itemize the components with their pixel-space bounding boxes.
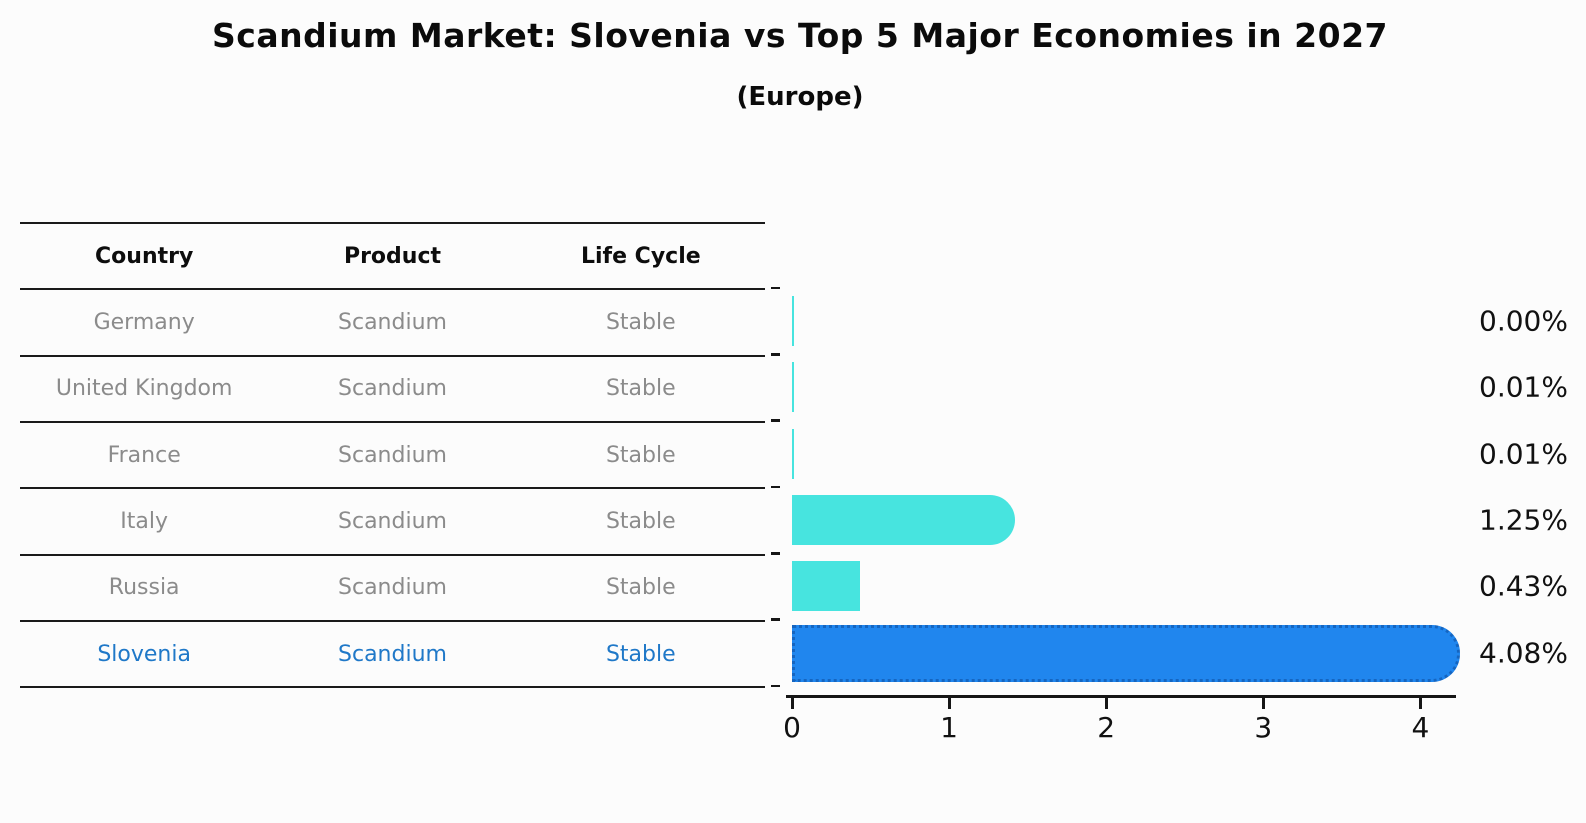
y-axis-tick (771, 286, 780, 290)
bar-germany (792, 296, 794, 346)
chart-row-slovenia: 4.08% (792, 620, 1568, 686)
cell-product: Scandium (338, 575, 447, 601)
cell-country: Germany (93, 309, 195, 335)
x-axis-tick-label: 4 (1411, 711, 1430, 744)
x-axis-line (786, 695, 1456, 698)
y-axis-tick (771, 618, 780, 621)
bar-france (792, 428, 794, 479)
cell-country: France (107, 442, 181, 468)
bar-united-kingdom (792, 362, 794, 413)
header-life-cycle: Life Cycle (580, 243, 701, 269)
table-row-russia: Russia Scandium Stable (20, 556, 765, 622)
cell-life-cycle: Stable (605, 508, 676, 534)
table-header-row: Country Product Life Cycle (20, 224, 765, 291)
cell-country: Slovenia (97, 641, 191, 667)
header-country: Country (95, 243, 194, 269)
x-axis-tick-label: 0 (783, 711, 801, 744)
y-axis-tick (771, 485, 780, 489)
y-axis-tick (771, 419, 780, 422)
bar-slovenia-highlighted (792, 624, 1460, 682)
y-axis-tick (771, 684, 780, 688)
chart-row-italy: 1.25% (792, 487, 1568, 553)
cell-life-cycle: Stable (605, 376, 676, 402)
x-axis-tick (1419, 698, 1422, 709)
value-label-france: 0.01% (1479, 437, 1568, 471)
cell-product: Scandium (338, 376, 447, 402)
bar-italy (792, 494, 1016, 545)
cell-life-cycle: Stable (605, 641, 676, 667)
country-table: Country Product Life Cycle Germany Scand… (20, 222, 765, 689)
x-axis-tick-label: 1 (940, 711, 959, 744)
cell-product: Scandium (338, 442, 447, 468)
table-row-france: France Scandium Stable (20, 423, 765, 490)
cell-product: Scandium (338, 508, 447, 534)
bar-russia (792, 561, 860, 612)
value-label-russia: 0.43% (1479, 569, 1568, 603)
y-axis-tick (771, 353, 780, 356)
cell-country: United Kingdom (55, 376, 233, 402)
cell-life-cycle: Stable (605, 309, 676, 335)
chart-row-germany: 0.00% (792, 288, 1568, 354)
table-row-united-kingdom: United Kingdom Scandium Stable (20, 357, 765, 423)
cell-country: Russia (108, 575, 180, 601)
x-axis-tick (1105, 698, 1108, 709)
x-axis-tick (948, 698, 951, 709)
header-product: Product (343, 243, 442, 269)
table-row-slovenia: Slovenia Scandium Stable (20, 622, 765, 689)
chart-title: Scandium Market: Slovenia vs Top 5 Major… (211, 16, 1389, 55)
x-axis-tick (1262, 698, 1265, 709)
bar-chart: 0.00% 0.01% 0.01% 1.25% 0.43% 4.08% (792, 288, 1568, 686)
value-label-united-kingdom: 0.01% (1479, 370, 1568, 404)
value-label-slovenia: 4.08% (1479, 636, 1568, 670)
cell-country: Italy (120, 508, 169, 534)
value-label-germany: 0.00% (1479, 304, 1568, 338)
x-axis-tick (791, 698, 794, 709)
cell-product: Scandium (338, 309, 447, 335)
chart-row-russia: 0.43% (792, 553, 1568, 619)
x-axis-tick-label: 3 (1254, 711, 1273, 744)
value-label-italy: 1.25% (1479, 503, 1568, 537)
x-axis-tick-label: 2 (1097, 711, 1116, 744)
cell-life-cycle: Stable (605, 575, 676, 601)
cell-life-cycle: Stable (605, 442, 676, 468)
chart-row-united-kingdom: 0.01% (792, 354, 1568, 420)
chart-subtitle: (Europe) (736, 82, 864, 112)
table-row-italy: Italy Scandium Stable (20, 489, 765, 556)
cell-product: Scandium (338, 641, 447, 667)
chart-row-france: 0.01% (792, 421, 1568, 487)
table-row-germany: Germany Scandium Stable (20, 290, 765, 357)
y-axis-tick (771, 552, 780, 555)
